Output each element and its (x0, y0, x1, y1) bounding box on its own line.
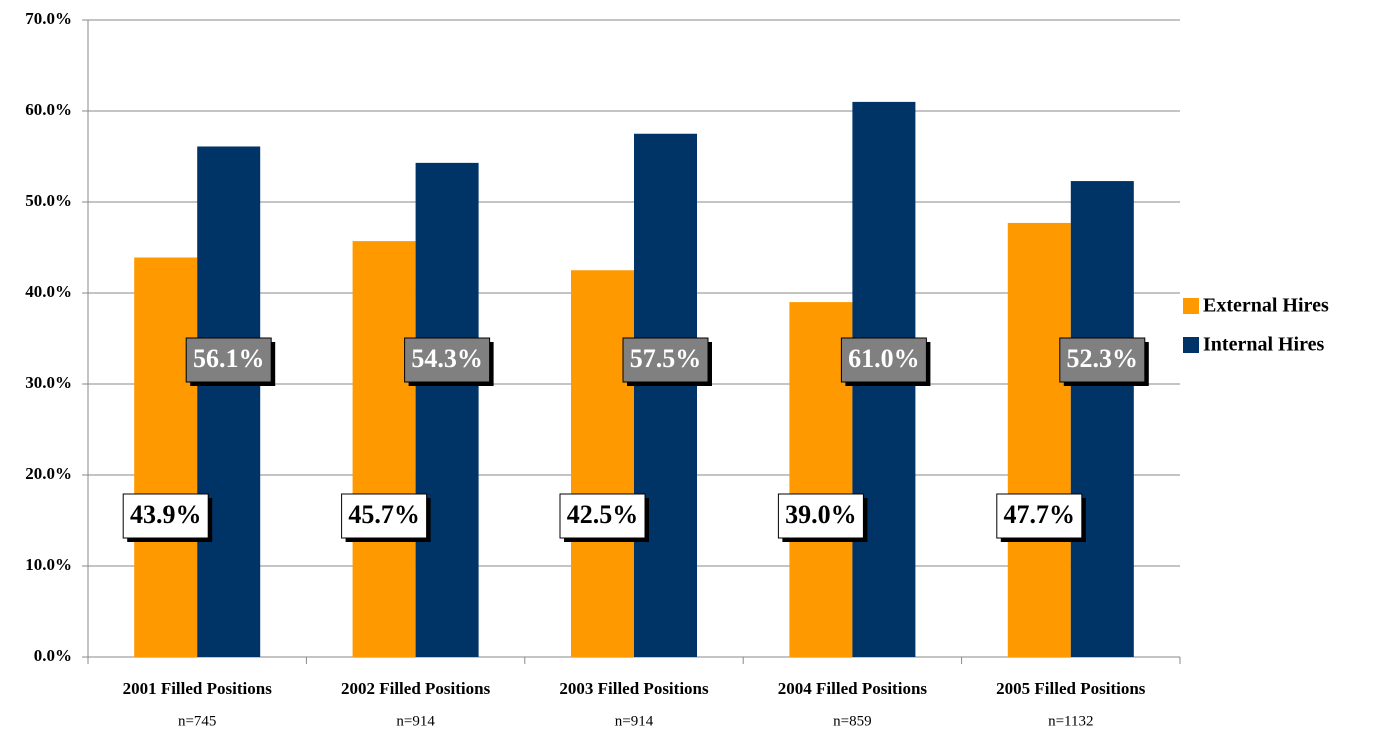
sample-size: n=859 (833, 713, 871, 729)
y-tick-label: 60.0% (25, 100, 72, 119)
y-tick-label: 0.0% (34, 646, 72, 665)
y-tick-label: 20.0% (25, 464, 72, 483)
y-tick-label: 10.0% (25, 555, 72, 574)
label-box (622, 337, 709, 383)
x-tick-label: 2004 Filled Positions (778, 679, 928, 698)
label-box (185, 337, 272, 383)
y-tick-label: 70.0% (25, 9, 72, 28)
bar (634, 133, 697, 657)
y-tick-label: 40.0% (25, 282, 72, 301)
data-label: 43.9% (130, 500, 202, 529)
label-box (840, 337, 927, 383)
bar (1070, 181, 1134, 657)
legend-label: External Hires (1203, 295, 1329, 317)
legend-swatch (1183, 298, 1199, 314)
data-label: 52.3% (1067, 344, 1139, 373)
label-box (777, 493, 864, 539)
data-label: 54.3% (411, 344, 483, 373)
sample-size: n=914 (396, 713, 435, 729)
sample-size: n=914 (615, 713, 654, 729)
x-tick-label: 2005 Filled Positions (996, 679, 1146, 698)
x-tick-label: 2002 Filled Positions (341, 679, 491, 698)
bar (134, 257, 198, 657)
sample-size: n=745 (178, 713, 216, 729)
label-box (404, 337, 491, 383)
data-label: 42.5% (567, 500, 639, 529)
bar (1007, 222, 1071, 657)
data-label: 47.7% (1004, 500, 1076, 529)
label-box (341, 493, 428, 539)
data-label: 57.5% (630, 344, 702, 373)
data-label: 56.1% (193, 344, 265, 373)
data-label: 39.0% (785, 500, 857, 529)
bar (352, 241, 416, 657)
bar (197, 146, 261, 658)
x-tick-label: 2003 Filled Positions (559, 679, 709, 698)
label-box (1059, 337, 1146, 383)
label-box (122, 493, 209, 539)
y-tick-label: 30.0% (25, 373, 72, 392)
bar (571, 270, 634, 657)
data-label: 61.0% (848, 344, 920, 373)
bar (415, 162, 479, 657)
sample-size: n=1132 (1048, 713, 1093, 729)
label-box (996, 493, 1083, 539)
y-tick-label: 50.0% (25, 191, 72, 210)
data-label: 45.7% (348, 500, 420, 529)
label-box (559, 493, 646, 539)
x-tick-label: 2001 Filled Positions (123, 679, 273, 698)
legend-label: Internal Hires (1203, 334, 1325, 356)
legend-swatch (1183, 337, 1199, 353)
